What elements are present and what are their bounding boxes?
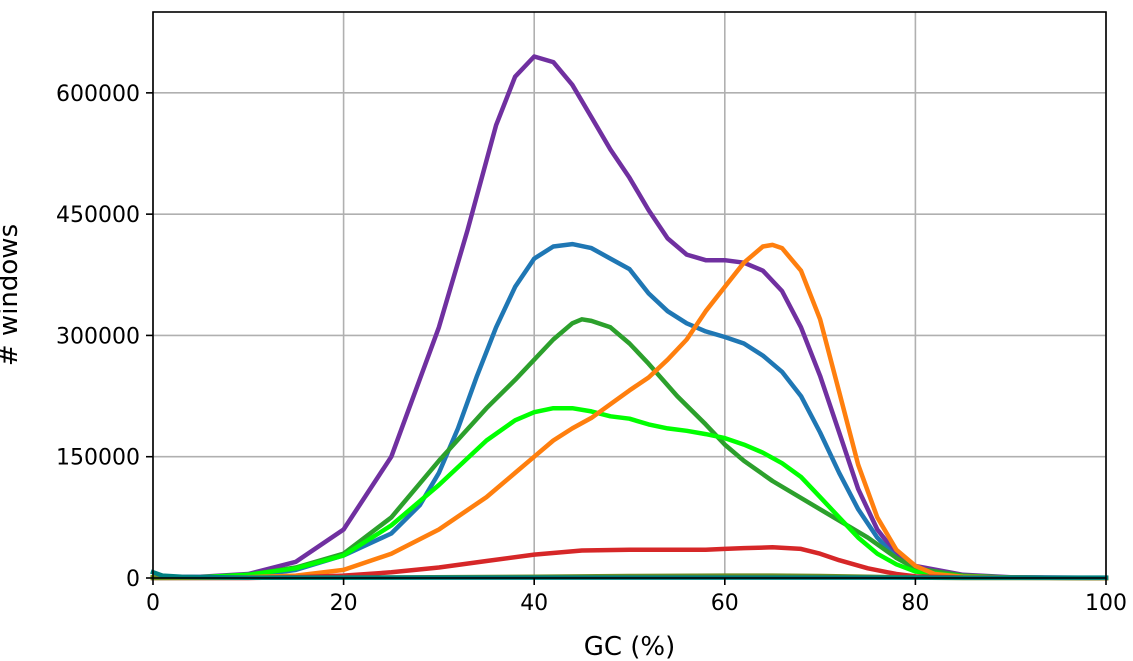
series-line-5 (150, 242, 1109, 581)
y-axis-label: # windows (0, 224, 24, 366)
y-axis-ticks: 0 150000 300000 450000 600000 (56, 82, 153, 592)
plot-frame (152, 11, 1107, 579)
y-tick-label-2: 300000 (56, 324, 140, 349)
series-line-1 (150, 54, 1109, 581)
x-tick-label-0: 0 (146, 591, 160, 616)
y-tick-label-4: 600000 (56, 82, 140, 107)
y-tick-label-0: 0 (126, 567, 140, 592)
x-axis-ticks: 0 20 40 60 80 100 (146, 578, 1127, 616)
y-tick-label-3: 450000 (56, 203, 140, 228)
series-line-6 (150, 545, 1109, 581)
x-tick-label-1: 20 (330, 591, 358, 616)
x-axis-label: GC (%) (584, 632, 676, 661)
x-tick-label-5: 100 (1085, 591, 1127, 616)
x-tick-label-3: 60 (711, 591, 739, 616)
series-line-4 (150, 405, 1109, 581)
x-tick-label-2: 40 (520, 591, 548, 616)
y-tick-label-1: 150000 (56, 446, 140, 471)
series-line-3 (150, 317, 1109, 581)
series-line-2 (150, 241, 1109, 581)
x-tick-label-4: 80 (901, 591, 929, 616)
grid (152, 12, 1107, 579)
series-group (150, 54, 1109, 581)
